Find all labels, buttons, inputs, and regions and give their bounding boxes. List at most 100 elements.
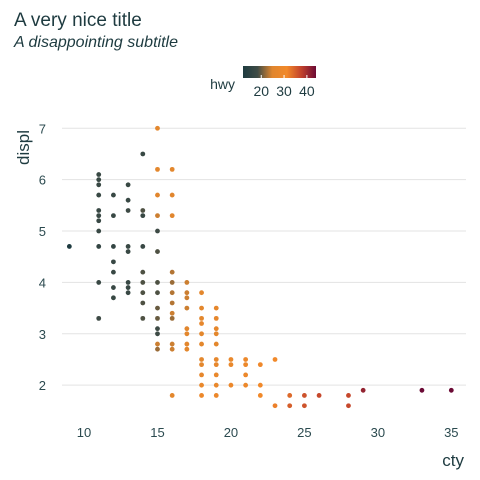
data-point	[213, 341, 219, 347]
data-point	[111, 192, 116, 198]
y-tick-label: 2	[39, 378, 46, 393]
data-point	[140, 280, 146, 285]
legend-tick-label: 20	[253, 83, 269, 99]
data-point	[184, 305, 190, 311]
data-point	[448, 387, 454, 393]
x-tick-label: 35	[444, 425, 458, 440]
data-point	[360, 387, 366, 393]
data-point	[96, 192, 102, 198]
data-point	[111, 259, 116, 265]
data-point	[272, 403, 278, 409]
data-point	[257, 362, 263, 368]
data-point	[213, 315, 219, 321]
data-point	[243, 362, 249, 368]
data-point	[199, 362, 204, 368]
data-point	[243, 372, 249, 378]
data-point	[96, 228, 102, 234]
data-point	[228, 382, 234, 388]
data-point	[155, 192, 160, 198]
data-point	[169, 280, 175, 285]
data-point	[125, 280, 131, 285]
data-point	[96, 218, 102, 224]
data-point	[199, 321, 204, 326]
data-point	[184, 290, 190, 296]
data-point	[213, 305, 219, 311]
data-point	[140, 315, 146, 321]
data-point	[155, 213, 160, 219]
data-point	[96, 208, 102, 213]
data-point	[96, 315, 102, 321]
data-point	[287, 403, 293, 409]
data-point	[155, 341, 160, 347]
x-tick-label: 20	[224, 425, 238, 440]
data-point	[125, 197, 131, 203]
data-point	[96, 172, 102, 177]
data-point	[346, 403, 351, 409]
data-point	[169, 300, 175, 306]
y-tick-label: 4	[39, 275, 46, 290]
data-point	[169, 192, 175, 198]
data-point	[155, 315, 160, 321]
x-axis-title: cty	[442, 451, 464, 470]
data-point	[111, 285, 116, 290]
data-point	[155, 125, 160, 131]
data-point	[66, 244, 72, 249]
data-point	[96, 177, 102, 183]
y-tick-label: 5	[39, 224, 46, 239]
data-point	[257, 382, 263, 388]
data-point	[213, 382, 219, 388]
data-point	[140, 290, 146, 296]
data-point	[213, 326, 219, 332]
data-point	[199, 357, 204, 362]
data-point	[155, 290, 160, 296]
data-point	[184, 280, 190, 285]
data-point	[169, 310, 175, 316]
data-point	[287, 393, 293, 398]
data-point	[199, 290, 204, 296]
data-point	[111, 244, 116, 249]
x-tick-label: 25	[297, 425, 311, 440]
chart-subtitle: A disappointing subtitle	[14, 34, 178, 51]
data-point	[199, 331, 204, 337]
data-point	[228, 362, 234, 368]
data-point	[302, 393, 307, 398]
data-point	[140, 244, 146, 249]
legend-tick-label: 40	[299, 83, 315, 99]
data-point	[302, 403, 307, 409]
data-point	[125, 285, 131, 290]
data-point	[140, 213, 146, 219]
data-point	[169, 213, 175, 219]
chart-title: A very nice title	[14, 10, 142, 31]
data-point	[140, 269, 146, 275]
data-point	[111, 213, 116, 219]
data-point	[184, 295, 190, 301]
data-point	[257, 393, 263, 398]
data-point	[169, 315, 175, 321]
data-point	[155, 326, 160, 332]
y-tick-label: 6	[39, 173, 46, 188]
data-point	[184, 331, 190, 337]
data-point	[96, 213, 102, 219]
y-tick-label: 7	[39, 121, 46, 136]
data-point	[140, 208, 146, 213]
data-point	[199, 372, 204, 378]
data-point	[155, 228, 160, 234]
color-legend: hwy 20 30 40	[210, 66, 316, 99]
data-point	[111, 269, 116, 275]
data-point	[213, 331, 219, 337]
data-point	[140, 300, 146, 306]
data-point	[213, 393, 219, 398]
data-point	[140, 151, 146, 157]
data-point	[199, 393, 204, 398]
data-point	[228, 357, 234, 362]
data-point	[213, 357, 219, 362]
data-point	[155, 249, 160, 254]
data-point	[155, 346, 160, 352]
data-point	[125, 208, 131, 213]
data-point	[199, 305, 204, 311]
legend-colorbar	[243, 66, 316, 78]
x-tick-label: 15	[150, 425, 164, 440]
data-point	[199, 341, 204, 347]
data-point	[96, 280, 102, 285]
